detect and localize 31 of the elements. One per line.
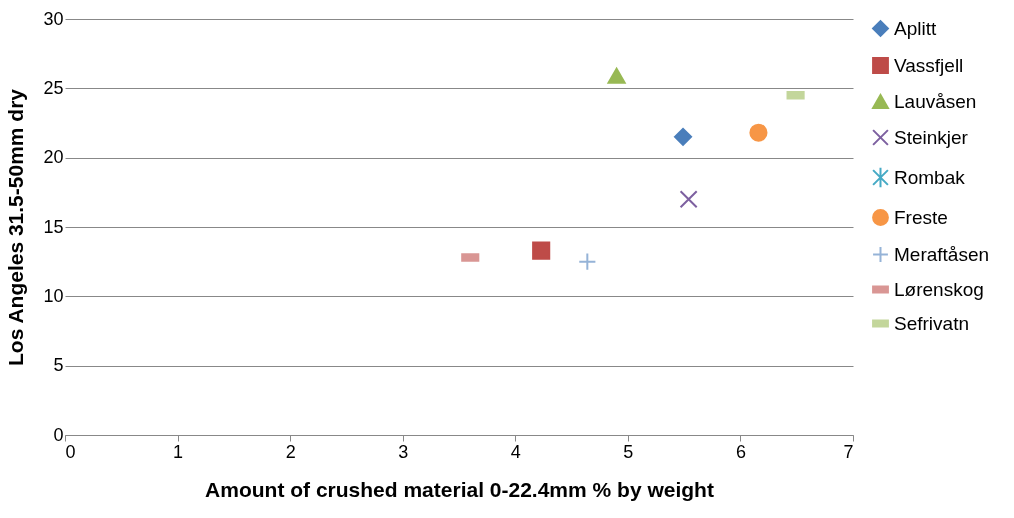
x-tick-label: 1 — [173, 441, 184, 462]
legend-label: Vassfjell — [894, 54, 964, 76]
x-tick-label: 6 — [735, 441, 746, 462]
x-tick-label: 4 — [510, 441, 521, 462]
legend-label: Sefrivatn — [894, 312, 969, 334]
legend-label: Aplitt — [894, 17, 937, 39]
x-tick-label: 3 — [398, 441, 409, 462]
point — [578, 252, 597, 271]
x-tick-label: 2 — [285, 441, 296, 462]
point — [673, 127, 693, 146]
legend-label: Rombak — [894, 166, 966, 188]
x-axis-title: Amount of crushed material 0-22.4mm % by weight — [205, 477, 714, 501]
y-tick-label: 15 — [43, 216, 64, 237]
y-tick-label: 20 — [43, 147, 64, 168]
y-tick-label: 10 — [43, 285, 64, 306]
y-tick-label: 30 — [43, 8, 64, 29]
y-tick-label: 5 — [53, 355, 64, 376]
point — [607, 67, 626, 84]
y-tick-label: 25 — [43, 77, 64, 98]
x-tick-label: 5 — [623, 441, 634, 462]
legend-label: Steinkjer — [894, 126, 969, 148]
point — [679, 190, 698, 209]
legend-label: Freste — [894, 206, 948, 228]
point — [749, 123, 768, 142]
legend-label: Lørenskog — [894, 278, 984, 300]
y-axis-title: Los Angeles 31.5-50mm dry — [4, 88, 28, 366]
y-tick-label: 0 — [53, 424, 64, 445]
legend-label: Meraftåsen — [894, 243, 990, 265]
legend-label: Lauvåsen — [894, 90, 977, 112]
x-tick-label: 7 — [843, 441, 854, 462]
point — [532, 241, 551, 260]
